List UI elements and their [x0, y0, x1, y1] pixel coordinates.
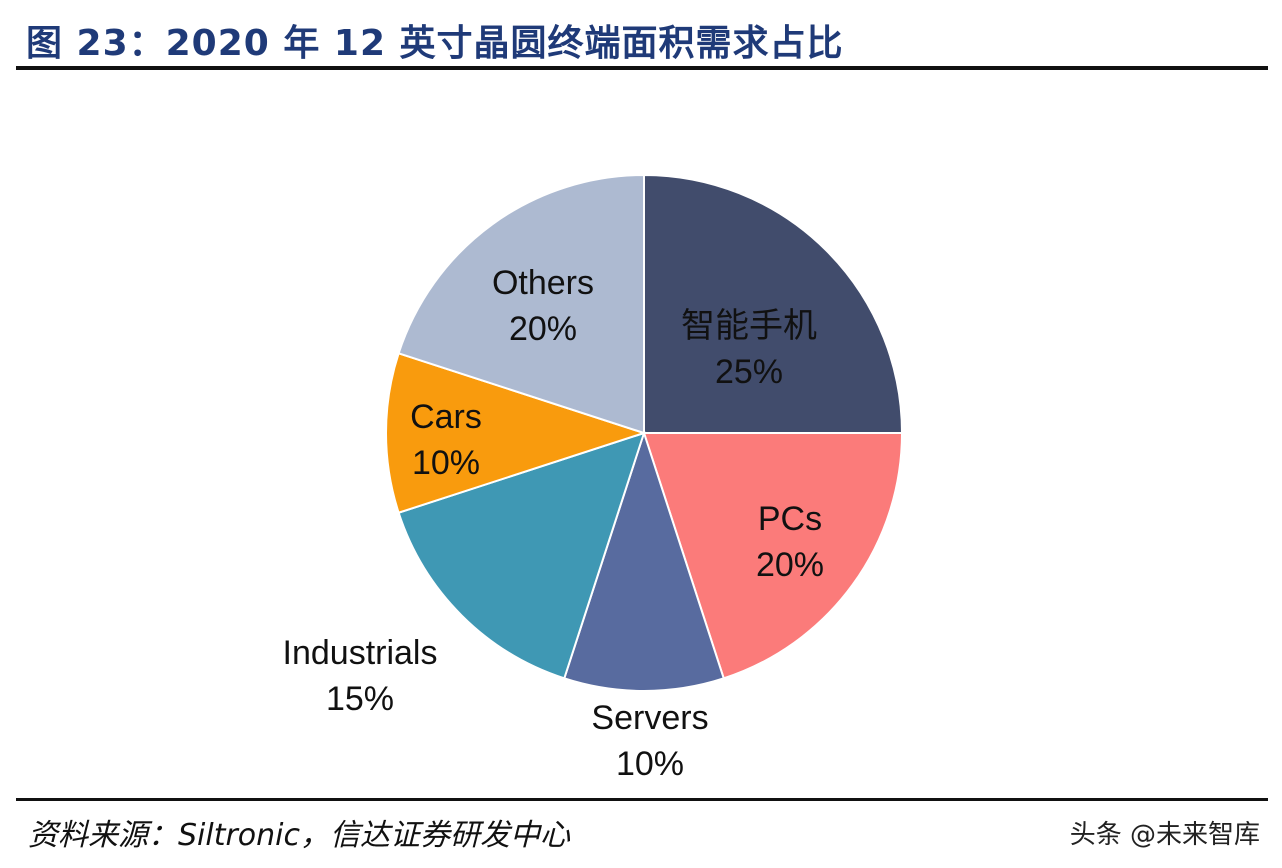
- pie-slice-3: [397, 431, 646, 680]
- bottom-divider: [16, 798, 1268, 801]
- top-divider: [16, 66, 1268, 70]
- source-note: 资料来源：Siltronic，信达证券研发中心: [28, 818, 571, 853]
- slice-label: Industrials: [283, 634, 438, 672]
- slice-value-label: 10%: [412, 444, 480, 482]
- slice-value-label: 20%: [756, 546, 824, 584]
- pie-slice-5: [397, 173, 645, 435]
- slice-label: 智能手机: [681, 307, 817, 345]
- slice-label: Others: [492, 264, 594, 302]
- pie-slice-4: [385, 352, 648, 514]
- slice-value-label: 25%: [715, 353, 783, 391]
- chart-title: 图 23：2020 年 12 英寸晶圆终端面积需求占比: [26, 23, 844, 64]
- watermark: 头条 @未来智库: [1069, 820, 1260, 850]
- pie-slice-2: [563, 429, 725, 692]
- slice-label: Cars: [410, 398, 482, 436]
- slice-label: PCs: [758, 500, 822, 538]
- pie-slice-0: [643, 173, 904, 434]
- slice-value-label: 15%: [326, 680, 394, 718]
- slice-label: Servers: [591, 699, 708, 737]
- slice-value-label: 10%: [616, 745, 684, 783]
- slice-value-label: 20%: [509, 310, 577, 348]
- pie-slice-1: [642, 432, 904, 680]
